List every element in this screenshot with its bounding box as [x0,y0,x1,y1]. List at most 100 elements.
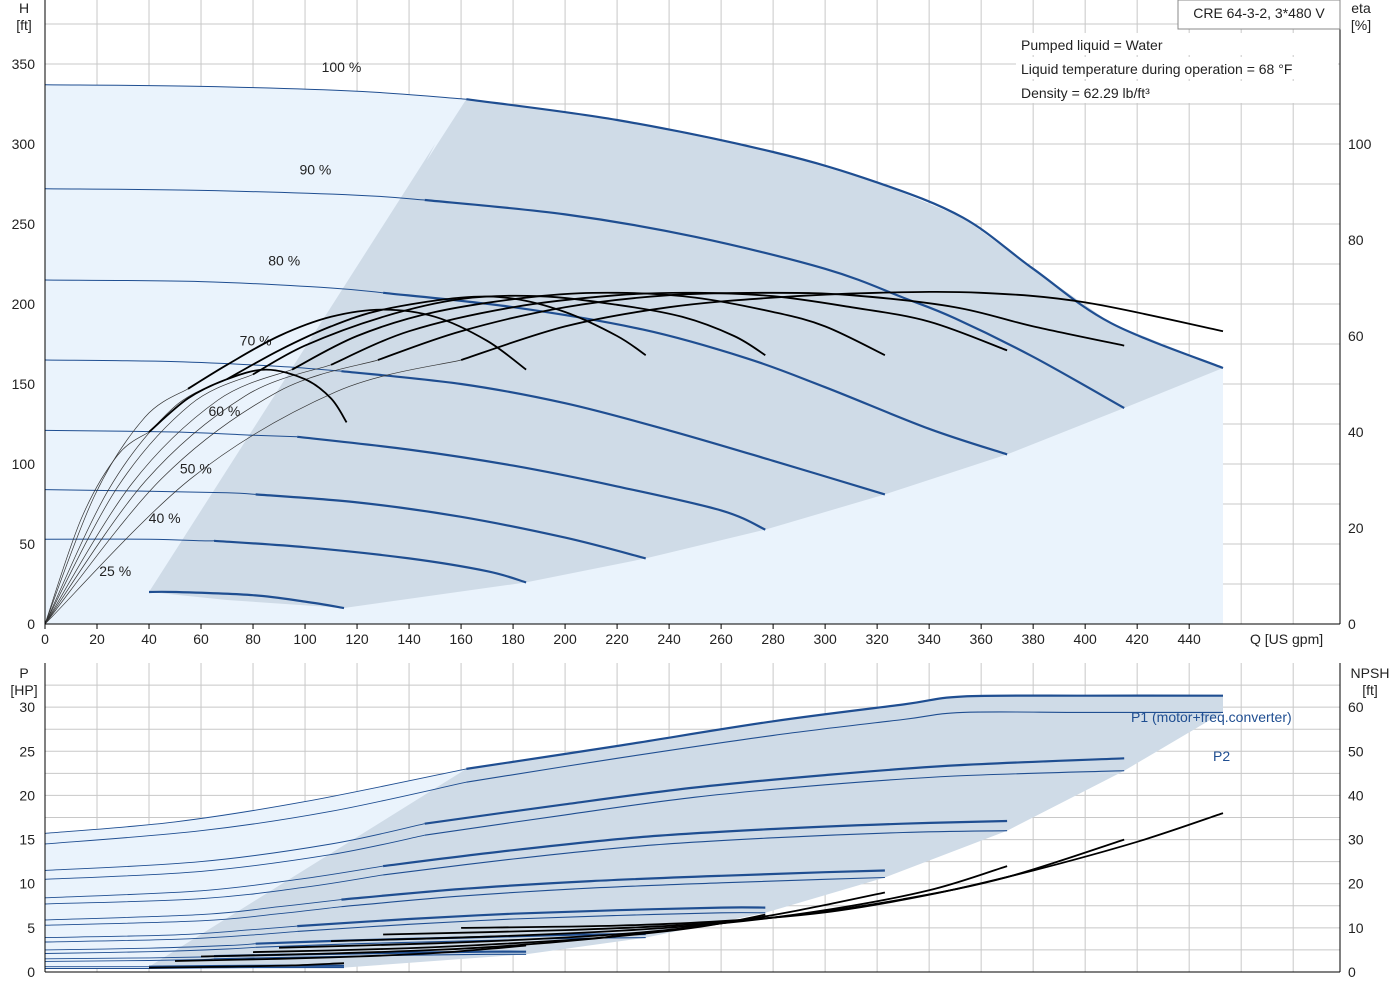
p2-curve [341,876,885,908]
y-tick-label-left: 200 [12,296,36,312]
head-curve [148,590,345,610]
y-tick-label-right: 40 [1348,787,1364,803]
x-axis-label: Q [US gpm] [1250,631,1323,647]
y-tick-label-left: 150 [12,376,36,392]
power-chart-text: 0 5 10 15 20 25 30 0 10 20 30 40 50 60 P[HP] NPSH[ft] P1… [10,665,1389,980]
title-box [1177,0,1341,30]
head-chart-text: 0 20 40 60 80 100 120 140 160 180 200 220 240 260 280 3… [12,0,1372,647]
head-curve-thin [44,84,467,100]
x-tick-label: 260 [709,631,733,647]
y-tick-label-right: 80 [1348,232,1364,248]
speed-label: 50 % [180,461,212,477]
y-tick-label-right: 40 [1348,424,1364,440]
p2-curve [466,711,1223,783]
chart-title: CRE 64-3-2, 3*480 V [1193,5,1325,21]
y-tick-label-left: 30 [19,699,35,715]
p2-curve-thin [44,781,467,845]
speed-label: 25 % [99,563,131,579]
y-tick-label-left: 10 [19,876,35,892]
head-curve-thin [44,429,298,438]
x-tick-label: 300 [813,631,837,647]
x-tick-label: 20 [89,631,105,647]
p2-curve [297,912,766,932]
x-tick-label: 60 [193,631,209,647]
efficiency-curve [252,294,766,376]
y-axis-label-right: NPSH [1351,665,1390,681]
efficiency-curve [377,291,1125,361]
p1-curve [424,757,1125,825]
region-dark [149,99,1223,608]
head-curve [341,370,886,496]
head-curve-thin [44,359,342,372]
y-tick-label-left: 250 [12,216,36,232]
x-tick-label: 440 [1177,631,1201,647]
y-tick-label-left: 300 [12,136,36,152]
p2-curve-thin [44,834,425,880]
liquid-note: Density = 62.29 lb/ft³ [1021,85,1150,101]
y-axis-label-left-unit: [ft] [16,17,32,33]
x-tick-label: 340 [917,631,941,647]
y-axis-label-right-unit: [ft] [1362,682,1378,698]
x-tick-label: 380 [1021,631,1045,647]
p1-curve-thin [44,768,467,834]
x-tick-label: 240 [657,631,681,647]
note-bg [1016,57,1338,79]
y-tick-label-right: 10 [1348,920,1364,936]
p1-curve [341,869,885,901]
note-bg [1016,33,1338,55]
head-curve-thin [44,538,215,542]
power-region-dark [149,695,1223,969]
p2-curve-thin [44,906,342,926]
efficiency-curve [330,291,1008,366]
head-curve-thin [44,188,425,201]
npsh-curve [148,962,345,969]
x-tick-label: 360 [969,631,993,647]
y-tick-label-right: 60 [1348,328,1364,344]
y-tick-label-left: 20 [19,787,35,803]
p2-curve [383,830,1008,876]
series-label-p1: P1 (motor+freq.converter) [1131,709,1292,725]
head-curve [466,98,1224,370]
speed-label: 40 % [149,510,181,526]
speed-label: 60 % [208,403,240,419]
y-axis-label-right-unit: [%] [1351,17,1371,33]
y-tick-label-left: 5 [27,920,35,936]
head-operating-region [45,84,1223,625]
npsh-curve [461,812,1224,929]
liquid-note: Liquid temperature during operation = 68… [1021,61,1292,77]
y-tick-label-right: 100 [1348,136,1372,152]
x-tick-label: 140 [397,631,421,647]
y-tick-label-right: 50 [1348,743,1364,759]
efficiency-curve [187,308,527,390]
efficiency-curve [226,295,647,380]
x-tick-label: 0 [41,631,49,647]
p2-curve-thin [44,946,256,954]
npsh-curve [174,944,527,962]
x-tick-label: 320 [865,631,889,647]
series-label-p2: P2 [1213,748,1230,764]
efficiency-curve-thin [44,359,379,625]
power-chart-axes [44,663,1341,973]
y-tick-label-left: 15 [19,832,35,848]
head-curve [424,198,1125,409]
y-tick-label-left: 0 [27,964,35,980]
efficiency-curve-thin [44,431,150,625]
p1-curve-thin [44,823,425,871]
p1-curve-thin [44,899,342,921]
y-tick-label-right: 30 [1348,832,1364,848]
speed-label: 80 % [268,253,300,269]
p1-curve-thin [44,865,384,899]
x-tick-label: 160 [449,631,473,647]
x-tick-label: 280 [761,631,785,647]
y-tick-label-right: 20 [1348,876,1364,892]
head-curves: 100 % 90 % 80 % 70 % 60 % 50 % 40 % 25 % [44,59,1224,610]
y-tick-label-left: 0 [27,616,35,632]
head-curve [297,435,766,531]
head-curve [255,493,646,560]
note-bg [1016,81,1338,103]
p2-curve-thin [44,930,298,943]
head-chart-axes [44,0,1341,629]
y-tick-label-left: 350 [12,56,36,72]
y-tick-label-left: 100 [12,456,36,472]
